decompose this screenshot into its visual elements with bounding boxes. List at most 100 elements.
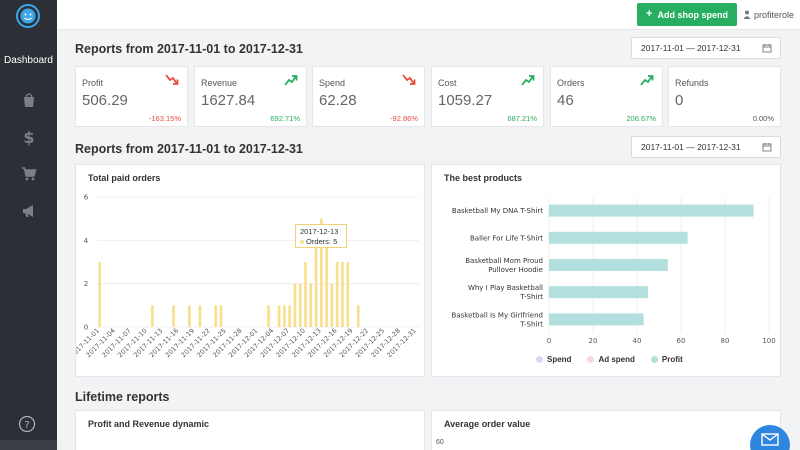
chart-legend: Spend Ad spend Profit [536,355,683,364]
category-label-line: Why I Play Basketball [468,284,543,292]
stat-label: Orders [557,78,585,88]
chart-bar[interactable] [293,283,297,327]
stat-value: 506.29 [82,92,128,109]
sidebar-item-dashboard[interactable]: Dashboard [4,55,53,66]
section-title-reports-2: Reports from 2017-11-01 to 2017-12-31 [75,142,303,156]
stat-card-refunds: Refunds 0 0.00% [668,66,781,127]
date-range-picker-1[interactable]: 2017-11-01 — 2017-12-31 [631,37,781,59]
chart-bar[interactable] [330,283,334,327]
x-tick-label: 100 [762,337,775,345]
date-range-picker-2[interactable]: 2017-11-01 — 2017-12-31 [631,136,781,158]
chart-bar[interactable] [309,283,313,327]
chart-bar[interactable] [549,259,668,271]
chart-bar[interactable] [298,283,302,327]
total-paid-orders-panel: Total paid orders 0 2 4 6 2017-11-01 2017-11-… [75,164,425,377]
user-icon [743,10,751,19]
user-menu[interactable]: profiterole [743,3,794,26]
calendar-icon [762,143,772,152]
stat-label: Spend [319,78,346,88]
chart-bar[interactable] [356,305,360,327]
best-products-panel: The best products 0 20 40 60 80 100 Basketball… [431,164,781,377]
chart-bar[interactable] [283,305,286,327]
x-tick-label: 0 [547,337,551,345]
chart-bar[interactable] [219,305,223,327]
orders-chart: 02462017-11-012017-11-042017-11-072017-1… [76,194,419,359]
plus-icon: + [646,8,653,20]
chart-bar[interactable] [198,305,202,327]
legend-swatch [587,356,595,363]
category-label-line: Basketball Mom Proud [465,257,543,265]
sidebar-item-orders[interactable] [0,161,57,187]
add-shop-spend-label: Add shop spend [657,9,728,20]
legend-label: Spend [547,355,572,364]
date-range-value: 2017-11-01 — 2017-12-31 [641,43,741,53]
svg-text:?: ? [24,420,29,431]
x-tick-label: 40 [633,337,642,345]
panel-title: The best products [444,173,523,183]
legend-item-profit[interactable]: Profit [650,355,683,364]
trend-up-icon [640,75,654,86]
chart-bar[interactable] [549,313,644,326]
stat-card-orders: Orders 46 206.67% [550,66,663,127]
trend-up-icon [521,75,535,86]
chart-bar[interactable] [549,204,754,217]
add-shop-spend-button[interactable]: + Add shop spend [637,3,737,26]
app-logo-icon[interactable] [10,2,46,30]
chart-bar[interactable] [172,305,175,327]
y-tick-label: 6 [84,194,89,202]
stat-change: 687.21% [507,114,537,123]
stat-value: 1627.84 [201,92,256,109]
stat-card-revenue: Revenue 1627.84 692.71% [194,66,307,127]
stat-change: -163.15% [148,114,181,123]
chart-bar[interactable] [277,305,281,327]
sidebar-item-products[interactable] [0,87,57,113]
chart-bar[interactable] [314,240,318,327]
shopping-bag-icon [23,93,34,107]
chart-bar[interactable] [325,240,328,327]
legend-label: Profit [661,355,683,364]
legend-item-ad-spend[interactable]: Ad spend [587,355,635,364]
chart-bar[interactable] [549,231,688,244]
stat-label: Profit [82,78,104,88]
chart-bar[interactable] [188,305,191,327]
chart-bar[interactable] [335,262,339,327]
chart-bar[interactable] [346,262,350,327]
sidebar: Dashboard $ ? [0,0,57,450]
sidebar-item-marketing[interactable] [0,198,57,224]
chart-bar[interactable] [267,305,270,327]
cart-icon [21,167,36,181]
chart-bar[interactable] [304,262,307,327]
legend-swatch [650,356,658,363]
trend-up-icon [284,75,298,86]
chart-bar[interactable] [151,305,154,327]
stat-change: 0.00% [752,114,774,123]
stat-card-spend: Spend 62.28 -92.86% [312,66,425,127]
category-label-line: Pullover Hoodie [488,266,543,274]
stat-change: -92.86% [390,114,418,123]
chart-bar[interactable] [320,218,323,327]
profit-revenue-panel: Profit and Revenue dynamic [75,410,425,450]
trend-down-icon [402,74,416,85]
date-range-value: 2017-11-01 — 2017-12-31 [641,142,741,152]
chat-button[interactable] [750,425,790,450]
dollar-icon: $ [23,128,34,146]
stat-label: Refunds [675,78,709,88]
calendar-icon [762,44,772,53]
panel-title: Total paid orders [88,173,161,183]
chart-bar[interactable] [288,305,291,327]
chart-bar[interactable] [549,286,648,299]
panel-title: Average order value [444,419,531,429]
stat-value: 0 [675,92,684,109]
chart-bar[interactable] [341,262,344,327]
y-tick-label: 4 [84,237,89,245]
category-label: Basketball Is My Girlfriend T-Shirt [452,311,544,328]
chart-bar[interactable] [98,262,101,327]
tooltip-dot [300,240,304,245]
chart-bar[interactable] [214,305,218,327]
legend-item-spend[interactable]: Spend [536,355,571,364]
sidebar-item-finances[interactable]: $ [0,124,57,150]
category-label: Why I Play Basketball T-Shirt [468,284,543,301]
stat-change: 206.67% [626,114,656,123]
panel-title: Profit and Revenue dynamic [88,419,210,429]
help-circle-icon[interactable]: ? [17,414,37,434]
